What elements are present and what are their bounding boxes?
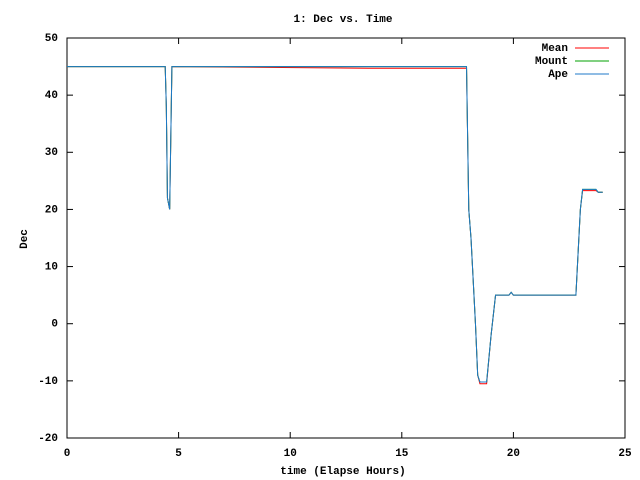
y-axis-label: Dec — [19, 229, 31, 249]
y-tick-label: 40 — [45, 90, 58, 102]
y-tick-label: -10 — [38, 376, 58, 388]
x-tick-label: 25 — [618, 448, 632, 460]
legend-label: Mean — [542, 43, 568, 55]
y-tick-label: 30 — [45, 147, 58, 159]
chart-title: 1: Dec vs. Time — [293, 14, 392, 26]
legend-label: Mount — [535, 56, 568, 68]
x-tick-label: 0 — [64, 448, 71, 460]
x-tick-label: 10 — [284, 448, 297, 460]
x-tick-label: 20 — [507, 448, 520, 460]
legend-label: Ape — [548, 69, 568, 81]
series-line — [67, 66, 603, 383]
x-tick-label: 5 — [175, 448, 182, 460]
y-tick-label: 50 — [45, 33, 58, 45]
y-tick-label: -20 — [38, 433, 58, 445]
x-axis-label: time (Elapse Hours) — [280, 466, 405, 478]
y-tick-label: 10 — [45, 261, 58, 273]
y-tick-label: 0 — [51, 319, 58, 331]
x-tick-label: 15 — [395, 448, 409, 460]
y-tick-label: 20 — [45, 204, 58, 216]
plot-frame — [66, 37, 626, 439]
